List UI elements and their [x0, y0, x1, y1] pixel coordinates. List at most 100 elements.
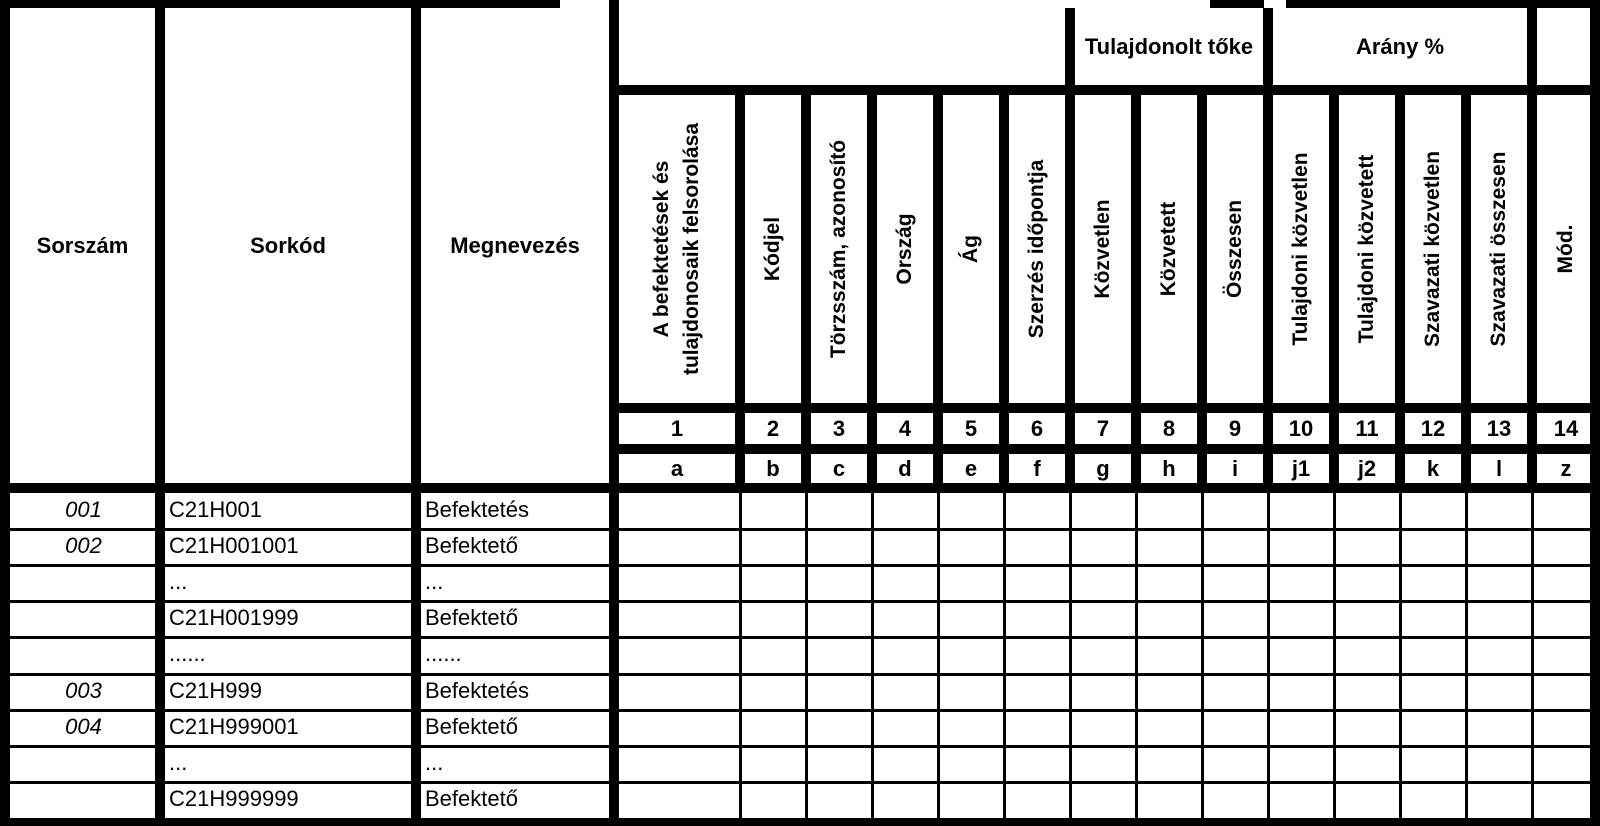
data-col-divider-16: [1527, 95, 1537, 483]
column-code-14: z: [1560, 455, 1572, 481]
body-row-divider-7: [10, 745, 1590, 748]
column-code-8: h: [1162, 455, 1176, 481]
column-number-9: 9: [1228, 415, 1242, 441]
data-col-divider-15: [1461, 95, 1471, 483]
group-divider-2: [1527, 8, 1537, 85]
group-divider-0: [1065, 8, 1075, 85]
data-col-divider-6: [867, 95, 877, 483]
body-col-divider-15: [1465, 493, 1468, 818]
column-number-13: 13: [1486, 415, 1512, 441]
column-title-2: Kódjel: [761, 216, 784, 282]
column-number-6: 6: [1030, 415, 1044, 441]
column-title-1: A befektetések és tulajdonosaik felsorol…: [650, 122, 703, 376]
table-row-sorszam: 002: [65, 533, 102, 558]
body-col-divider-4: [739, 493, 742, 818]
numrow-top: [614, 403, 1600, 413]
column-code-10: j1: [1291, 455, 1311, 481]
table-row-sorszam: 001: [65, 497, 102, 522]
table-row-sorszam: [12, 565, 155, 599]
column-code-6: f: [1033, 455, 1041, 481]
table-row-sorszam: [12, 601, 155, 635]
column-title-10: Tulajdoni közvetlen: [1289, 152, 1312, 346]
header-megnevezes: Megnevezés: [450, 232, 580, 258]
table-row-sorszam: 004: [65, 714, 102, 739]
table-row-megnevezes: ...: [425, 750, 444, 775]
data-col-divider-14: [1395, 95, 1405, 483]
data-col-divider-9: [1065, 95, 1075, 483]
data-col-divider-12: [1263, 95, 1273, 483]
column-title-3: Törzsszám, azonosító: [827, 139, 850, 359]
border-bottom: [0, 818, 1600, 826]
table-row-megnevezes: Befektető: [425, 533, 518, 558]
column-title-9: Összesen: [1223, 199, 1246, 299]
body-row-divider-1: [10, 528, 1590, 531]
table-row-sorkod: ...: [169, 569, 188, 594]
data-col-divider-7: [933, 95, 943, 483]
column-title-8: Közvetett: [1157, 201, 1180, 297]
column-number-12: 12: [1420, 415, 1446, 441]
column-title-5: Ág: [959, 235, 982, 263]
column-code-11: j2: [1357, 455, 1377, 481]
table-row-sorszam: 003: [65, 678, 102, 703]
column-title-11: Tulajdoni közvetett: [1355, 154, 1378, 344]
body-col-divider-12: [1267, 493, 1270, 818]
column-code-9: i: [1231, 455, 1239, 481]
column-code-13: l: [1495, 455, 1503, 481]
group-arany: Arány %: [1355, 33, 1445, 59]
data-col-divider-5: [801, 95, 811, 483]
body-col-divider-6: [871, 493, 874, 818]
column-title-7: Közvetlen: [1091, 199, 1114, 299]
table-row-sorkod: C21H001001: [169, 533, 299, 558]
table-row-megnevezes: Befektető: [425, 605, 518, 630]
column-number-7: 7: [1096, 415, 1110, 441]
body-row-divider-2: [10, 564, 1590, 567]
column-number-14: 14: [1553, 415, 1579, 441]
body-col-divider-16: [1531, 493, 1534, 818]
data-col-divider-4: [735, 95, 745, 483]
body-row-divider-4: [10, 636, 1590, 639]
column-code-2: b: [766, 455, 780, 481]
header-sorszam: Sorszám: [36, 232, 129, 258]
header-bottom: [0, 483, 1600, 493]
column-code-7: g: [1096, 455, 1110, 481]
table-row-megnevezes: Befektetés: [425, 497, 529, 522]
table-row-sorkod: C21H999999: [169, 786, 299, 811]
body-col-divider-13: [1333, 493, 1336, 818]
body-col-divider-7: [937, 493, 940, 818]
table-row-megnevezes: Befektetés: [425, 678, 529, 703]
border-top-left: [0, 0, 560, 8]
coderow-top: [614, 444, 1600, 454]
column-number-11: 11: [1355, 415, 1379, 441]
column-code-4: d: [898, 455, 912, 481]
col-divider-1: [155, 0, 165, 818]
column-number-2: 2: [766, 415, 780, 441]
table-row-sorkod: C21H999001: [169, 714, 299, 739]
column-title-6: Szerzés időpontja: [1025, 159, 1048, 339]
body-col-divider-14: [1399, 493, 1402, 818]
column-title-14: Mód.: [1554, 224, 1577, 274]
border-left: [0, 0, 10, 826]
column-code-12: k: [1426, 455, 1440, 481]
table-row-sorszam: [12, 746, 155, 780]
data-col-divider-10: [1131, 95, 1141, 483]
table-row-megnevezes: ......: [425, 641, 462, 666]
column-code-3: c: [832, 455, 846, 481]
body-col-divider-5: [805, 493, 808, 818]
body-col-divider-10: [1135, 493, 1138, 818]
column-title-4: Ország: [893, 213, 916, 285]
column-number-4: 4: [898, 415, 912, 441]
column-code-5: e: [964, 455, 978, 481]
data-col-divider-8: [999, 95, 1009, 483]
group-divider-1: [1263, 8, 1273, 85]
body-col-divider-9: [1069, 493, 1072, 818]
body-row-divider-3: [10, 600, 1590, 603]
column-number-10: 10: [1288, 415, 1314, 441]
group-row-bottom: [614, 85, 1600, 95]
column-number-3: 3: [832, 415, 846, 441]
table-row-sorszam: [12, 782, 155, 816]
border-top-mid: [1210, 0, 1264, 8]
column-number-8: 8: [1162, 415, 1176, 441]
table-row-sorszam: [12, 637, 155, 671]
column-code-1: a: [670, 455, 684, 481]
